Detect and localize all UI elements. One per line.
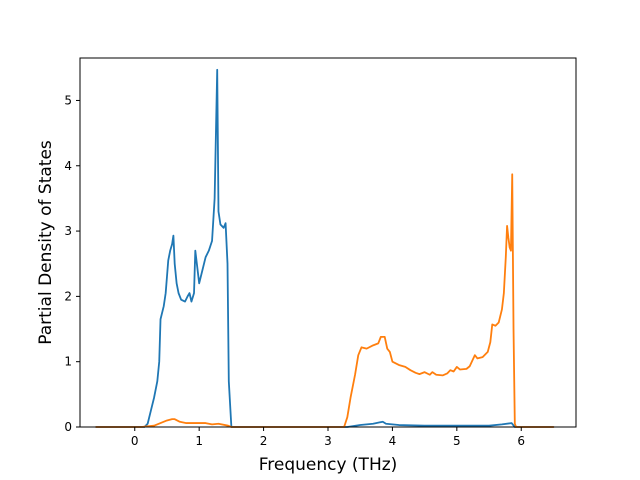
x-tick-label: 3 bbox=[324, 434, 332, 448]
x-axis-label: Frequency (THz) bbox=[259, 455, 398, 475]
x-tick-label: 5 bbox=[453, 434, 461, 448]
y-tick-label: 4 bbox=[64, 159, 72, 173]
tick-layer: 0 1 2 3 4 5 6 0 1 2 3 4 5 bbox=[64, 93, 525, 448]
x-tick-label: 6 bbox=[517, 434, 525, 448]
y-tick-label: 2 bbox=[64, 289, 72, 303]
series-line-2 bbox=[95, 173, 555, 428]
plot-frame bbox=[79, 57, 577, 428]
x-tick-label: 1 bbox=[195, 434, 203, 448]
x-tick-label: 4 bbox=[389, 434, 397, 448]
y-tick-label: 1 bbox=[64, 355, 72, 369]
x-tick-label: 0 bbox=[131, 434, 139, 448]
series-layer bbox=[95, 68, 555, 428]
x-tick-label: 2 bbox=[260, 434, 268, 448]
series-line-1 bbox=[95, 68, 555, 428]
y-tick-label: 5 bbox=[64, 93, 72, 107]
y-tick-label: 3 bbox=[64, 224, 72, 238]
y-axis-label: Partial Density of States bbox=[36, 140, 56, 345]
y-tick-label: 0 bbox=[64, 420, 72, 434]
